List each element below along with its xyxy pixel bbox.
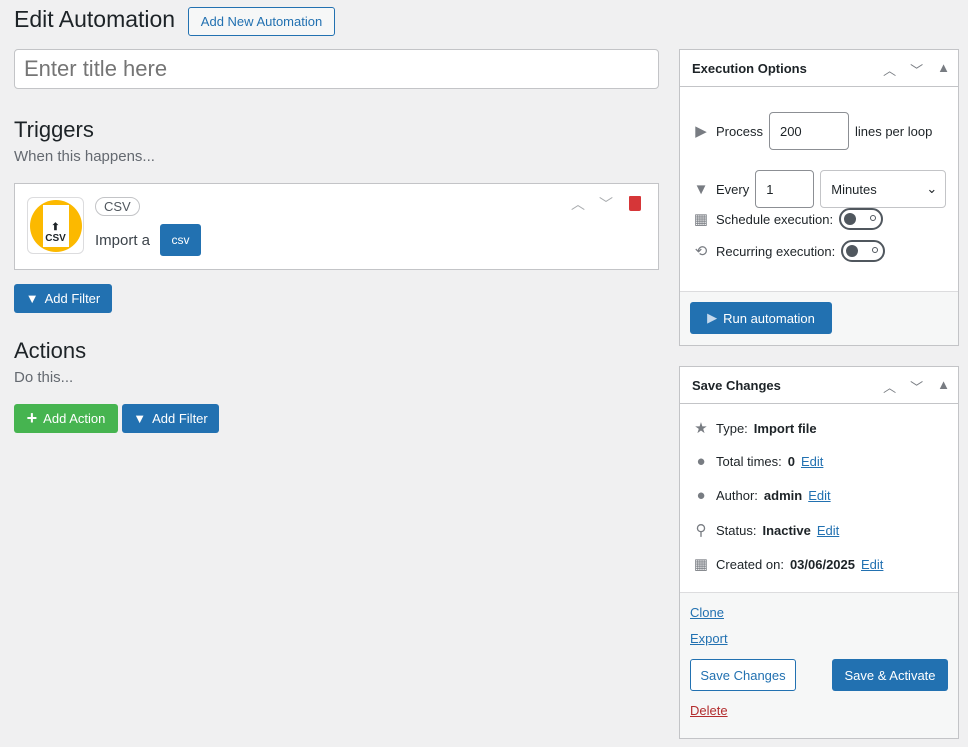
clone-link[interactable]: Clone [690, 605, 724, 620]
run-automation-button[interactable]: ▶ Run automation [690, 302, 832, 334]
trigger-text: Import a [95, 232, 151, 249]
history-icon: ⟲ [694, 243, 708, 260]
play-icon: ▶ [707, 310, 718, 325]
pin-icon: ⚲ [695, 522, 707, 539]
chevron-down-icon: ⌄ [926, 181, 938, 196]
play-icon: ▶ [695, 123, 707, 140]
actions-subheading: Do this... [14, 369, 74, 386]
move-down-icon[interactable]: ﹀ [910, 380, 924, 395]
recurring-toggle[interactable] [841, 240, 886, 262]
filter-icon: ▼ [693, 180, 709, 198]
globe-icon: ● [696, 453, 706, 470]
export-link[interactable]: Export [690, 631, 728, 646]
process-lines-input[interactable]: 200 [768, 112, 849, 150]
csv-file-icon: ⬆ CSV [27, 197, 84, 254]
schedule-toggle[interactable] [839, 208, 884, 230]
star-icon: ★ [694, 420, 708, 437]
plus-icon: + [26, 408, 38, 428]
move-down-icon[interactable]: ﹀ [910, 63, 924, 78]
delete-link[interactable]: Delete [690, 703, 728, 718]
filter-icon: ▼ [25, 291, 39, 306]
move-down-icon[interactable]: ﹀ [599, 196, 613, 212]
calendar-icon: ▦ [693, 211, 709, 228]
add-action-button[interactable]: + Add Action [14, 404, 118, 433]
interval-unit-select[interactable]: Minutes ⌄ [820, 170, 947, 208]
save-activate-button[interactable]: Save & Activate [832, 659, 948, 691]
add-filter-button[interactable]: ▼ Add Filter [14, 284, 112, 313]
save-changes-panel: Save Changes ︿ ﹀ ▲ ★ Type: Import file ● Tota… [679, 366, 959, 739]
collapse-icon[interactable]: ▲ [937, 60, 950, 75]
csv-tag-button[interactable]: csv [160, 224, 201, 256]
filter-icon: ▼ [133, 411, 147, 426]
move-up-icon[interactable]: ︿ [883, 380, 897, 395]
panel-title: Save Changes [680, 367, 958, 404]
edit-author-link[interactable]: Edit [808, 488, 831, 503]
save-changes-button[interactable]: Save Changes [690, 659, 796, 691]
triggers-subheading: When this happens... [14, 148, 155, 165]
triggers-heading: Triggers [14, 117, 94, 142]
add-filter-button-actions[interactable]: ▼ Add Filter [122, 404, 219, 433]
edit-total-link[interactable]: Edit [800, 454, 824, 469]
page-title: Edit Automation [14, 6, 176, 32]
trigger-badge: CSV [95, 197, 140, 216]
panel-title: Execution Options [680, 50, 958, 87]
every-input[interactable]: 1 [755, 170, 815, 208]
move-up-icon[interactable]: ︿ [571, 196, 585, 212]
title-input[interactable] [14, 49, 659, 89]
add-new-automation-button[interactable]: Add New Automation [188, 7, 335, 36]
trash-icon[interactable] [629, 196, 641, 211]
edit-created-link[interactable]: Edit [861, 556, 884, 572]
actions-heading: Actions [14, 338, 87, 363]
calendar-icon: ▦ [693, 556, 709, 573]
collapse-icon[interactable]: ▲ [937, 377, 950, 392]
execution-options-panel: Execution Options ︿ ﹀ ▲ ▶ Process 200 lines… [679, 49, 959, 346]
edit-status-link[interactable]: Edit [816, 522, 840, 538]
move-up-icon[interactable]: ︿ [883, 63, 897, 78]
user-icon: ● [696, 487, 706, 504]
trigger-card: ⬆ CSV CSV Import a csv ︿ ﹀ [14, 183, 659, 270]
